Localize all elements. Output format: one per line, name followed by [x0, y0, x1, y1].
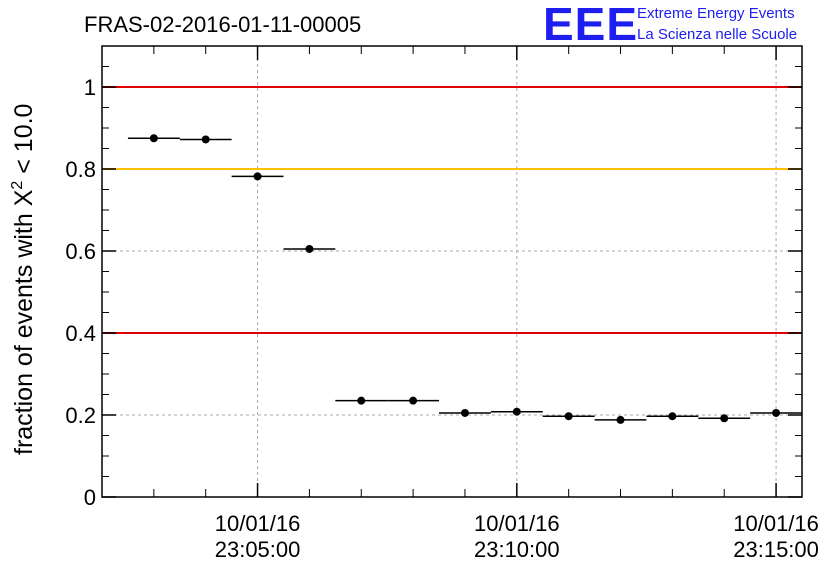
data-point — [231, 172, 284, 181]
x-tick-date: 10/01/16 — [215, 511, 301, 536]
data-point — [698, 414, 751, 423]
y-tick-label: 0.6 — [65, 239, 96, 264]
data-point — [127, 134, 180, 143]
reference-lines — [102, 86, 802, 334]
x-tick-time: 23:15:00 — [733, 537, 819, 562]
data-point — [335, 396, 388, 405]
y-axis: 0 0.2 0.4 0.6 0.8 1 — [65, 66, 802, 510]
point-marker — [616, 415, 625, 424]
point-marker — [772, 408, 781, 417]
y-tick-label: 1 — [84, 75, 96, 100]
point-marker — [564, 412, 573, 421]
data-point — [439, 408, 491, 417]
data-point — [283, 244, 336, 253]
point-marker — [253, 172, 262, 181]
eee-logo: EEE Extreme Energy Events La Scienza nel… — [543, 0, 797, 50]
point-marker — [357, 396, 366, 405]
point-marker — [460, 408, 469, 417]
chart-title: FRAS-02-2016-01-11-00005 — [84, 12, 361, 37]
data-point — [387, 396, 440, 405]
data-point — [750, 408, 802, 417]
y-axis-title-tail: < 10.0 — [10, 104, 38, 181]
data-point — [179, 135, 232, 144]
point-marker — [720, 414, 729, 423]
point-marker — [512, 407, 521, 416]
y-axis-title-main: fraction of events with X — [10, 189, 38, 455]
point-marker — [305, 244, 314, 253]
data-point — [490, 407, 543, 416]
data-point — [646, 412, 699, 421]
data-points — [127, 134, 802, 424]
grid — [102, 46, 802, 497]
y-tick-label: 0.2 — [65, 403, 96, 428]
x-tick-time: 23:05:00 — [215, 537, 301, 562]
x-axis: 10/01/1623:05:0010/01/1623:10:0010/01/16… — [101, 46, 819, 562]
data-point — [594, 415, 647, 424]
y-tick-label: 0 — [84, 485, 96, 510]
logo-line-2: La Scienza nelle Scuole — [637, 26, 797, 43]
point-marker — [668, 412, 677, 421]
data-point — [542, 412, 595, 421]
logo-mark: EEE — [543, 0, 638, 50]
y-axis-title: fraction of events with X2 < 10.0 — [9, 104, 38, 455]
logo-line-1: Extreme Energy Events — [637, 5, 795, 22]
plot-frame — [101, 45, 803, 498]
y-tick-label: 0.4 — [65, 321, 96, 346]
point-marker — [149, 134, 158, 143]
x-tick-date: 10/01/16 — [733, 511, 819, 536]
x-tick-date: 10/01/16 — [474, 511, 560, 536]
point-marker — [201, 135, 210, 144]
y-tick-label: 0.8 — [65, 157, 96, 182]
point-marker — [409, 396, 418, 405]
y-axis-title-sup: 2 — [9, 181, 26, 190]
x-tick-time: 23:10:00 — [474, 537, 560, 562]
